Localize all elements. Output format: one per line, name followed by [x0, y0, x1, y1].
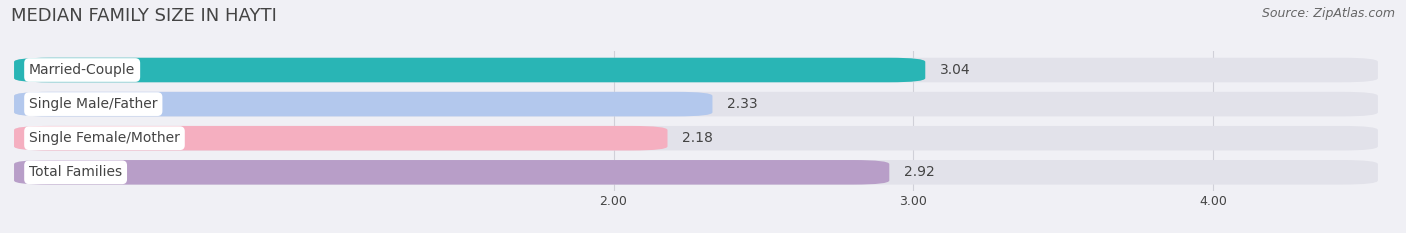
FancyBboxPatch shape	[14, 92, 1378, 116]
FancyBboxPatch shape	[14, 58, 1378, 82]
FancyBboxPatch shape	[14, 58, 925, 82]
Text: Single Male/Father: Single Male/Father	[30, 97, 157, 111]
Text: Source: ZipAtlas.com: Source: ZipAtlas.com	[1261, 7, 1395, 20]
Text: 2.92: 2.92	[904, 165, 935, 179]
Text: Single Female/Mother: Single Female/Mother	[30, 131, 180, 145]
FancyBboxPatch shape	[14, 160, 890, 185]
Text: 2.18: 2.18	[682, 131, 713, 145]
FancyBboxPatch shape	[14, 92, 713, 116]
Text: Married-Couple: Married-Couple	[30, 63, 135, 77]
Text: MEDIAN FAMILY SIZE IN HAYTI: MEDIAN FAMILY SIZE IN HAYTI	[11, 7, 277, 25]
FancyBboxPatch shape	[14, 126, 1378, 151]
FancyBboxPatch shape	[14, 126, 668, 151]
Text: Total Families: Total Families	[30, 165, 122, 179]
Text: 3.04: 3.04	[941, 63, 972, 77]
FancyBboxPatch shape	[14, 160, 1378, 185]
Text: 2.33: 2.33	[727, 97, 758, 111]
